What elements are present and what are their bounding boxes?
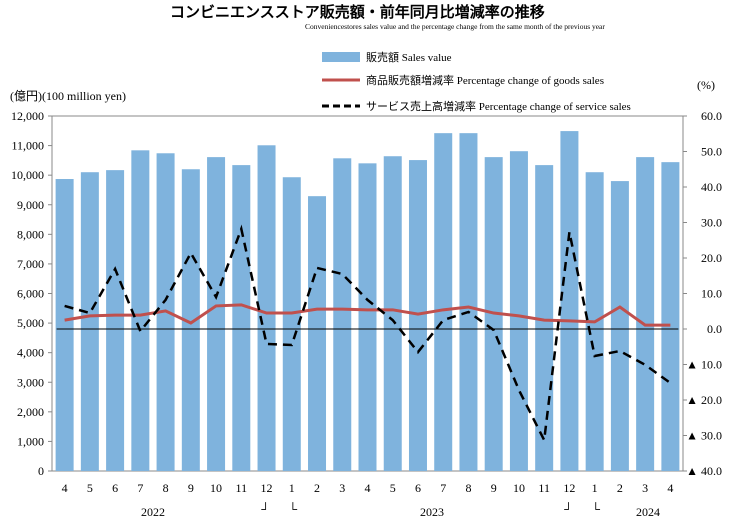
- y2-tick-label: 30.0: [701, 216, 722, 230]
- y2-tick-label: ▲ 20.0: [686, 393, 722, 407]
- legend-label-service: サービス売上高増減率 Percentage change of service …: [366, 99, 631, 113]
- x-tick-label: 2: [314, 481, 320, 495]
- sales-bar: [509, 151, 528, 471]
- goods-change-line: [64, 303, 671, 327]
- sales-bar: [282, 177, 301, 472]
- sales-bar: [207, 157, 226, 471]
- y2-tick-label: 0.0: [707, 322, 722, 336]
- y-tick-label: 12,000: [11, 109, 44, 123]
- sales-bar: [459, 133, 478, 472]
- x-tick-label: 4: [62, 481, 68, 495]
- y-tick-label: 0: [38, 464, 44, 478]
- y-tick-label: 6,000: [17, 287, 44, 301]
- year-break-mark: └: [289, 502, 298, 516]
- sales-bar: [358, 163, 377, 472]
- x-tick-label: 6: [415, 481, 421, 495]
- y2-tick-label: 20.0: [701, 251, 722, 265]
- y2-tick-label: ▲ 40.0: [686, 464, 722, 478]
- x-tick-label: 8: [163, 481, 169, 495]
- y-tick-label: 4,000: [17, 346, 44, 360]
- y2-tick-label: ▲ 10.0: [686, 358, 722, 372]
- y-tick-label: 11,000: [11, 139, 44, 153]
- x-tick-label: 3: [642, 481, 648, 495]
- sales-bar: [181, 169, 200, 471]
- x-tick-label: 8: [465, 481, 471, 495]
- sales-bar: [636, 157, 655, 471]
- year-label: 2023: [420, 505, 444, 519]
- sales-bar: [257, 145, 276, 471]
- x-tick-label: 12: [261, 481, 273, 495]
- year-break-mark: ┘: [261, 502, 270, 516]
- x-tick-label: 1: [592, 481, 598, 495]
- year-label: 2024: [636, 505, 660, 519]
- y-tick-label: 2,000: [17, 405, 44, 419]
- y-tick-label: 3,000: [17, 375, 44, 389]
- x-tick-label: 2: [617, 481, 623, 495]
- x-tick-label: 9: [491, 481, 497, 495]
- legend-label-sales: 販売額 Sales value: [366, 51, 452, 64]
- y-tick-label: 5,000: [17, 316, 44, 330]
- sales-bar: [308, 196, 327, 471]
- x-tick-label: 4: [365, 481, 371, 495]
- year-label: 2022: [141, 505, 165, 519]
- chart-title: コンビニエンスストア販売額・前年同月比増減率の推移: [170, 3, 545, 21]
- x-tick-label: 7: [137, 481, 143, 495]
- sales-bar: [333, 158, 352, 471]
- sales-bar: [610, 181, 629, 472]
- y2-axis-label: (%): [697, 78, 715, 92]
- x-tick-label: 10: [513, 481, 525, 495]
- service-change-line: [64, 224, 672, 445]
- sales-bar: [131, 150, 150, 472]
- sales-bar: [232, 165, 251, 471]
- y-tick-label: 7,000: [17, 257, 44, 271]
- x-tick-label: 11: [538, 481, 550, 495]
- y2-tick-label: 60.0: [701, 109, 722, 123]
- x-tick-label: 7: [440, 481, 446, 495]
- x-tick-label: 10: [210, 481, 222, 495]
- x-tick-label: 4: [667, 481, 673, 495]
- sales-bar: [55, 179, 74, 471]
- x-tick-label: 11: [236, 481, 248, 495]
- chart-subtitle: Conveniencestores sales value and the pe…: [305, 22, 605, 31]
- y2-tick-label: 50.0: [701, 145, 722, 159]
- x-tick-label: 5: [390, 481, 396, 495]
- legend-swatch-sales: [322, 52, 360, 62]
- sales-bar: [106, 170, 125, 471]
- x-tick-label: 1: [289, 481, 295, 495]
- y-tick-label: 1,000: [17, 434, 44, 448]
- y2-tick-label: 40.0: [701, 180, 722, 194]
- y-tick-label: 10,000: [11, 168, 44, 182]
- sales-bar: [80, 172, 99, 472]
- y2-tick-label: ▲ 30.0: [686, 429, 722, 443]
- year-break-mark: └: [591, 502, 600, 516]
- year-break-mark: ┘: [564, 502, 573, 516]
- x-tick-label: 9: [188, 481, 194, 495]
- y2-tick-label: 10.0: [701, 287, 722, 301]
- x-tick-label: 5: [87, 481, 93, 495]
- sales-bar: [434, 133, 453, 472]
- x-tick-label: 6: [112, 481, 118, 495]
- y-tick-label: 8,000: [17, 227, 44, 241]
- y-tick-label: 9,000: [17, 198, 44, 212]
- legend-label-goods: 商品販売額増減率 Percentage change of goods sale…: [366, 73, 604, 87]
- x-tick-label: 12: [563, 481, 575, 495]
- sales-bar: [661, 162, 680, 471]
- sales-bar: [535, 165, 554, 471]
- x-tick-label: 3: [339, 481, 345, 495]
- sales-bar: [383, 156, 402, 471]
- y-axis-label: (億円)(100 million yen): [10, 89, 126, 103]
- sales-bar: [560, 131, 579, 471]
